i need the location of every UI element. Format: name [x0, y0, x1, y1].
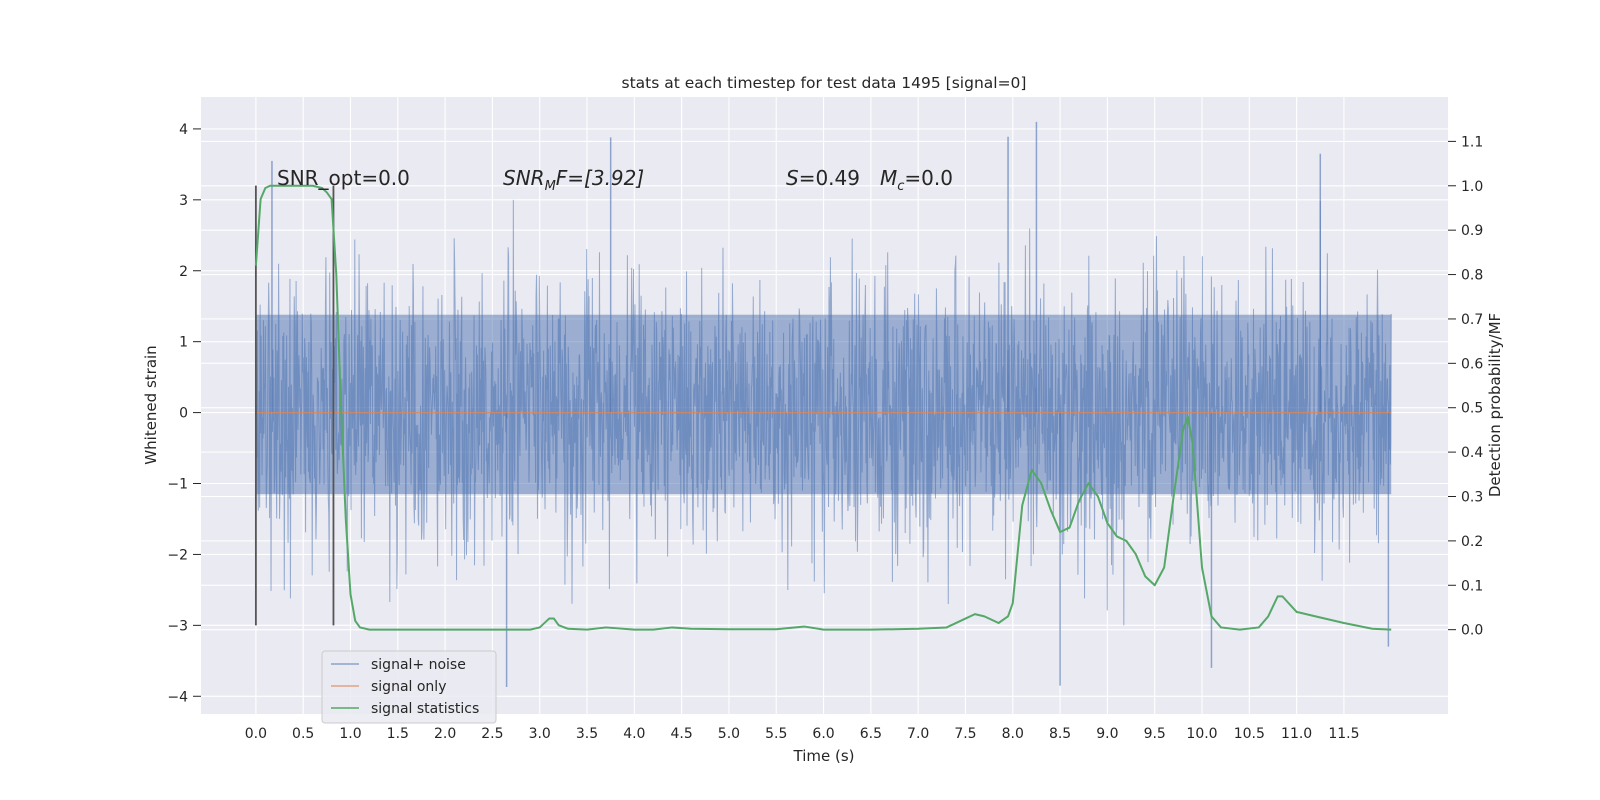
y-tick-label: 0 [179, 406, 188, 422]
legend-label-signal-statistics: signal statistics [371, 701, 479, 717]
legend-box [321, 650, 497, 724]
y-tick-label: −2 [167, 547, 188, 563]
x-tick-label: 6.5 [860, 726, 882, 742]
x-axis-label: Time (s) [793, 747, 855, 765]
legend-label-signal-only: signal only [371, 679, 446, 695]
y-tick-label: 2 [179, 264, 188, 280]
y-tick-label: 4 [179, 122, 188, 138]
y2-axis-label: Detection probability/MF [1486, 313, 1504, 497]
x-tick-label: 1.0 [339, 726, 361, 742]
s-value: =0.49 [799, 166, 860, 190]
x-tick-label: 9.5 [1144, 726, 1166, 742]
y-tick-label: −1 [167, 477, 188, 493]
snr-mf-value: F=[3.92] [556, 166, 644, 190]
axis-ticks: 0.0 0.5 1.0 1.5 2.0 2.5 3.0 3.5 4.0 4.5 5.0 5.5 6.0 6… [167, 122, 1483, 742]
y2-tick-label: 0.1 [1461, 578, 1483, 594]
x-tick-label: 0.0 [245, 726, 267, 742]
chart-title: stats at each timestep for test data 149… [622, 74, 1027, 92]
x-tick-label: 10.5 [1234, 726, 1265, 742]
y2-tick-label: 0.4 [1461, 445, 1483, 461]
x-tick-label: 8.5 [1049, 726, 1071, 742]
s-annotation: S=0.49 [786, 166, 860, 190]
snr-mf-annotation: SNRMF=[3.92] [503, 166, 644, 194]
x-tick-label: 8.0 [1002, 726, 1024, 742]
y-tick-label: −3 [167, 618, 188, 634]
x-tick-label: 11.5 [1328, 726, 1359, 742]
x-tick-label: 10.0 [1186, 726, 1217, 742]
snr-opt-annotation: SNR_opt=0.0 [277, 166, 410, 190]
y2-tick-label: 1.1 [1461, 134, 1483, 150]
snr-mf-subscript: M [545, 179, 556, 194]
x-tick-label: 0.5 [292, 726, 314, 742]
x-tick-label: 7.5 [954, 726, 976, 742]
y2-tick-label: 1.0 [1461, 179, 1483, 195]
x-tick-label: 3.0 [529, 726, 551, 742]
mc-symbol: M [880, 166, 897, 190]
x-tick-label: 9.0 [1096, 726, 1118, 742]
x-tick-label: 7.0 [907, 726, 929, 742]
y-tick-label: 3 [179, 193, 188, 209]
y2-tick-label: 0.8 [1461, 268, 1483, 284]
x-tick-label: 11.0 [1281, 726, 1312, 742]
y2-tick-label: 0.3 [1461, 489, 1483, 505]
legend: signal+ noise signal only signal statist… [321, 650, 497, 724]
x-tick-label: 5.0 [718, 726, 740, 742]
mc-value: =0.0 [904, 166, 953, 190]
x-tick-label: 4.5 [671, 726, 693, 742]
y-tick-label: −4 [167, 689, 188, 705]
x-tick-label: 4.0 [623, 726, 645, 742]
signal-statistics-series [254, 184, 1392, 631]
y2-tick-label: 0.0 [1461, 623, 1483, 639]
y-tick-label: 1 [179, 335, 188, 351]
x-tick-label: 6.0 [812, 726, 834, 742]
signal-noise-series [255, 121, 1392, 688]
signal-noise-core [255, 314, 1392, 495]
x-tick-label: 1.5 [387, 726, 409, 742]
legend-label-signal-noise: signal+ noise [371, 657, 466, 673]
y2-tick-label: 0.9 [1461, 223, 1483, 239]
y2-tick-label: 0.5 [1461, 401, 1483, 417]
x-tick-label: 3.5 [576, 726, 598, 742]
s-symbol: S [786, 166, 799, 190]
x-tick-label: 2.0 [434, 726, 456, 742]
y2-tick-label: 0.6 [1461, 356, 1483, 372]
mc-annotation: Mc=0.0 [880, 166, 953, 194]
y2-tick-label: 0.7 [1461, 312, 1483, 328]
y-axis-label: Whitened strain [142, 345, 160, 464]
y2-tick-label: 0.2 [1461, 534, 1483, 550]
x-tick-label: 5.5 [765, 726, 787, 742]
x-tick-label: 2.5 [481, 726, 503, 742]
mc-subscript: c [897, 179, 904, 194]
signal-statistics-line [254, 184, 1392, 631]
snr-mf-symbol: SNR [503, 166, 545, 190]
